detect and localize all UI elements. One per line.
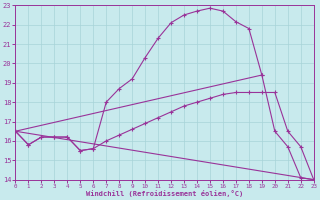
X-axis label: Windchill (Refroidissement éolien,°C): Windchill (Refroidissement éolien,°C) [86,190,243,197]
